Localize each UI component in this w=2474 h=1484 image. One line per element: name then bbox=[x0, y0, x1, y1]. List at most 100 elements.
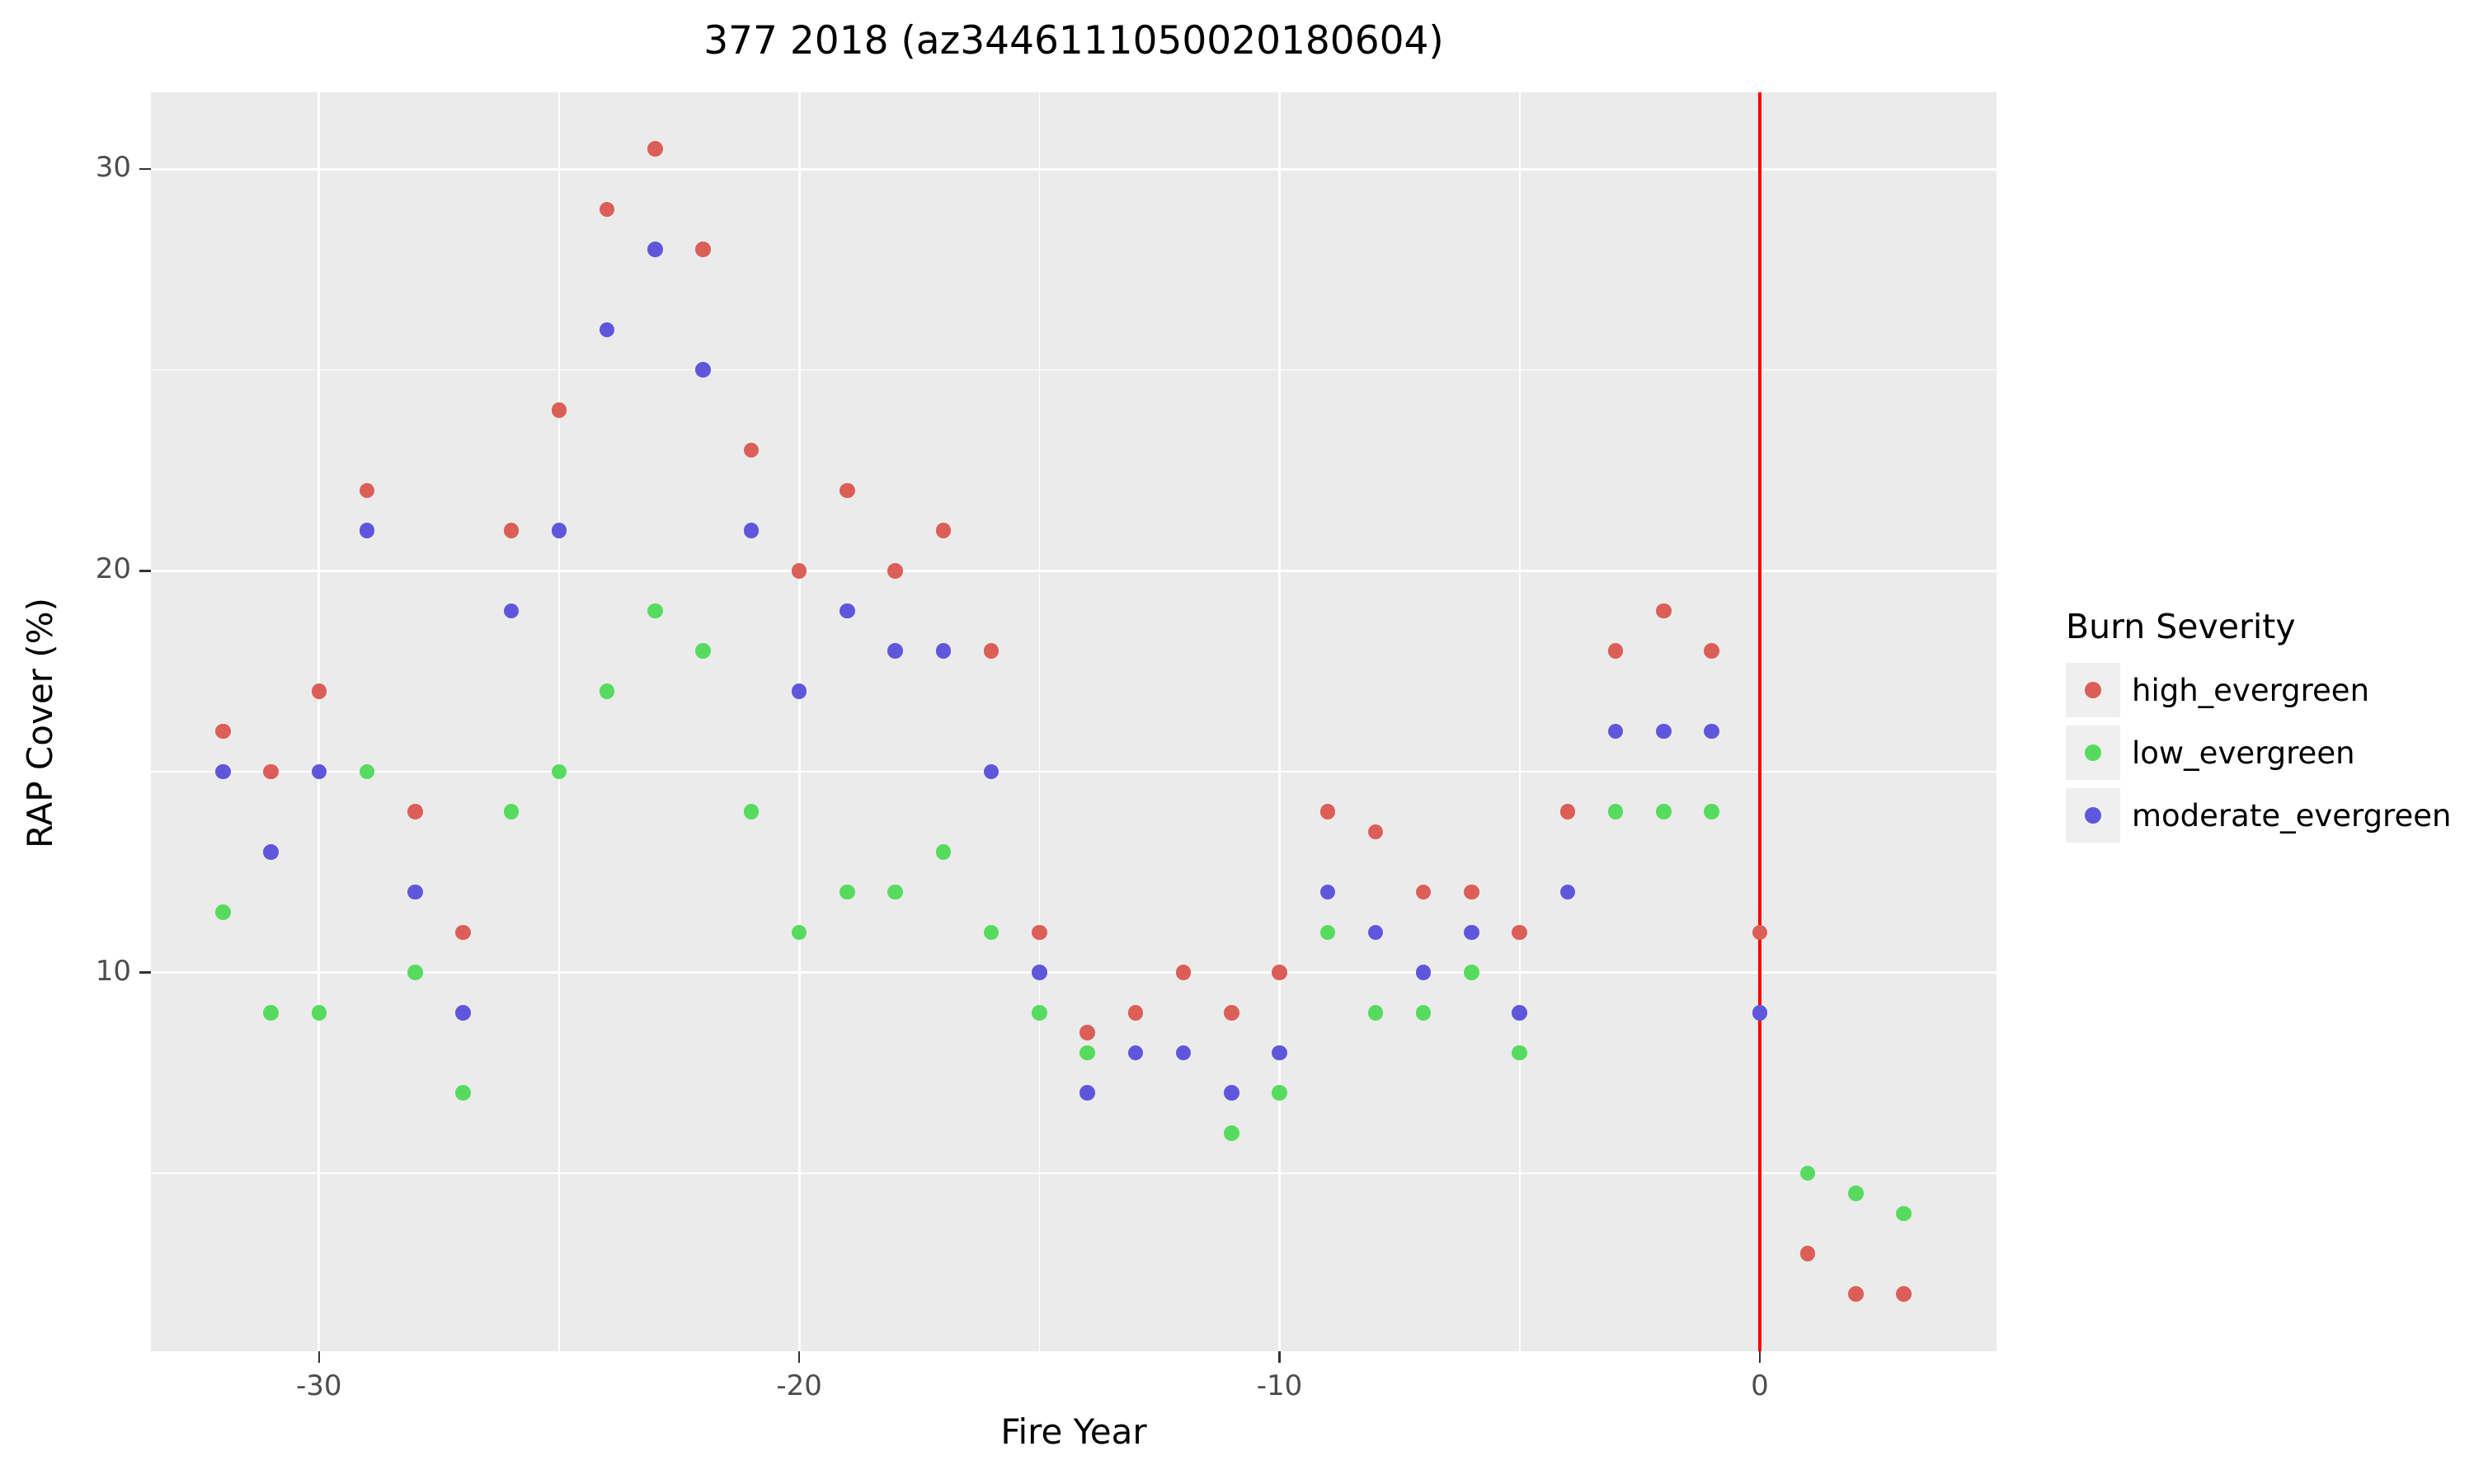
point-high_evergreen bbox=[1127, 1005, 1144, 1021]
point-high_evergreen bbox=[1079, 1025, 1095, 1040]
legend-label: moderate_evergreen bbox=[2132, 797, 2452, 834]
point-high_evergreen bbox=[935, 523, 952, 538]
y-tick-label: 10 bbox=[95, 954, 131, 988]
point-high_evergreen bbox=[407, 804, 423, 819]
point-low_evergreen bbox=[1224, 1125, 1239, 1141]
point-low_evergreen bbox=[551, 763, 567, 780]
point-high_evergreen bbox=[1032, 924, 1047, 941]
gridline-y-major bbox=[151, 167, 1997, 171]
point-low_evergreen bbox=[1272, 1085, 1287, 1101]
point-high_evergreen bbox=[311, 683, 327, 699]
x-axis-title: Fire Year bbox=[1000, 1411, 1147, 1452]
point-low_evergreen bbox=[743, 804, 760, 819]
point-high_evergreen bbox=[263, 763, 279, 780]
point-high_evergreen bbox=[1367, 824, 1384, 840]
x-tick-label: -10 bbox=[1256, 1369, 1303, 1402]
point-low_evergreen bbox=[1896, 1205, 1912, 1222]
point-moderate_evergreen bbox=[1127, 1045, 1144, 1061]
y-tick-mark bbox=[139, 167, 151, 171]
point-high_evergreen bbox=[1512, 924, 1527, 941]
point-low_evergreen bbox=[840, 884, 855, 900]
point-high_evergreen bbox=[359, 482, 375, 499]
point-low_evergreen bbox=[311, 1005, 327, 1021]
gridline-x-minor bbox=[1038, 92, 1041, 1351]
point-low_evergreen bbox=[1656, 804, 1672, 819]
point-moderate_evergreen bbox=[1607, 723, 1624, 740]
point-low_evergreen bbox=[647, 603, 663, 619]
point-low_evergreen bbox=[503, 804, 520, 819]
point-moderate_evergreen bbox=[1464, 924, 1479, 941]
point-high_evergreen bbox=[1224, 1005, 1239, 1021]
point-low_evergreen bbox=[1512, 1045, 1527, 1061]
point-low_evergreen bbox=[1079, 1045, 1095, 1061]
point-moderate_evergreen bbox=[1272, 1045, 1287, 1061]
low_evergreen-dot-icon bbox=[2085, 744, 2101, 761]
x-tick-mark bbox=[1278, 1351, 1281, 1363]
point-moderate_evergreen bbox=[1512, 1005, 1527, 1021]
point-moderate_evergreen bbox=[1319, 884, 1336, 900]
y-tick-mark bbox=[139, 971, 151, 974]
point-high_evergreen bbox=[1799, 1246, 1816, 1261]
point-high_evergreen bbox=[599, 201, 615, 218]
point-moderate_evergreen bbox=[1079, 1085, 1095, 1101]
point-high_evergreen bbox=[1656, 603, 1672, 619]
x-tick-mark bbox=[317, 1351, 321, 1363]
point-moderate_evergreen bbox=[791, 683, 807, 699]
point-moderate_evergreen bbox=[503, 603, 520, 619]
point-moderate_evergreen bbox=[695, 362, 711, 378]
legend-key bbox=[2066, 788, 2120, 843]
point-high_evergreen bbox=[503, 523, 520, 538]
point-high_evergreen bbox=[1896, 1286, 1912, 1302]
x-tick-mark bbox=[797, 1351, 801, 1363]
point-moderate_evergreen bbox=[455, 1005, 471, 1021]
legend-label: high_evergreen bbox=[2132, 672, 2370, 708]
point-moderate_evergreen bbox=[215, 763, 231, 780]
point-low_evergreen bbox=[1032, 1005, 1047, 1021]
point-moderate_evergreen bbox=[983, 763, 999, 780]
gridline-y-minor bbox=[151, 369, 1997, 371]
x-tick-label: 0 bbox=[1751, 1369, 1769, 1402]
point-low_evergreen bbox=[1704, 804, 1719, 819]
gridline-y-major bbox=[151, 569, 1997, 572]
point-moderate_evergreen bbox=[935, 643, 952, 659]
legend-title: Burn Severity bbox=[2066, 607, 2296, 646]
gridline-x-minor bbox=[558, 92, 560, 1351]
x-tick-mark bbox=[1758, 1351, 1761, 1363]
point-moderate_evergreen bbox=[311, 763, 327, 780]
point-low_evergreen bbox=[983, 924, 999, 941]
legend-label: low_evergreen bbox=[2132, 735, 2355, 771]
point-moderate_evergreen bbox=[1032, 965, 1047, 980]
point-moderate_evergreen bbox=[407, 884, 423, 900]
point-moderate_evergreen bbox=[1704, 723, 1719, 740]
legend-entry-low_evergreen: low_evergreen bbox=[2066, 726, 2462, 780]
point-high_evergreen bbox=[1272, 965, 1287, 980]
point-low_evergreen bbox=[1607, 804, 1624, 819]
gridline-y-minor bbox=[151, 1172, 1997, 1174]
y-tick-label: 20 bbox=[95, 552, 131, 586]
y-axis-title: RAP Cover (%) bbox=[20, 598, 60, 848]
point-moderate_evergreen bbox=[1175, 1045, 1192, 1061]
point-low_evergreen bbox=[599, 683, 615, 699]
point-low_evergreen bbox=[407, 965, 423, 980]
point-high_evergreen bbox=[791, 563, 807, 579]
point-high_evergreen bbox=[1319, 804, 1336, 819]
legend-entry-moderate_evergreen: moderate_evergreen bbox=[2066, 788, 2462, 843]
point-high_evergreen bbox=[1415, 884, 1432, 900]
y-tick-label: 30 bbox=[95, 151, 131, 185]
gridline-y-minor bbox=[151, 771, 1997, 773]
x-tick-label: -20 bbox=[776, 1369, 822, 1402]
fire-year-zero-line bbox=[1757, 92, 1761, 1351]
point-low_evergreen bbox=[455, 1085, 471, 1101]
point-high_evergreen bbox=[1464, 884, 1479, 900]
point-low_evergreen bbox=[1415, 1005, 1432, 1021]
legend-entries: high_evergreen low_evergreen moderate_ever… bbox=[2066, 663, 2462, 843]
point-high_evergreen bbox=[551, 402, 567, 418]
point-high_evergreen bbox=[1704, 643, 1719, 659]
gridline-y-major bbox=[151, 971, 1997, 974]
point-high_evergreen bbox=[215, 723, 231, 740]
point-low_evergreen bbox=[1367, 1005, 1384, 1021]
point-low_evergreen bbox=[359, 763, 375, 780]
point-low_evergreen bbox=[695, 643, 711, 659]
point-low_evergreen bbox=[1319, 924, 1336, 941]
